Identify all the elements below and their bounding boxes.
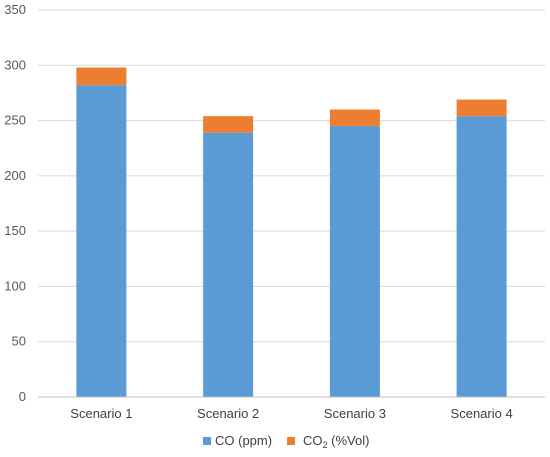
legend-label-co2-subscript: 2 (323, 440, 328, 450)
y-tick-label: 300 (4, 57, 26, 72)
legend-swatch-co2 (287, 437, 295, 445)
y-tick-label: 250 (4, 113, 26, 128)
x-category-label: Scenario 3 (324, 406, 386, 421)
bar-segment-co (456, 116, 507, 398)
legend-label-co2-base: CO (303, 433, 323, 448)
bar-segment-co (203, 132, 254, 397)
bar-segment-co2 (76, 67, 127, 86)
y-tick-label: 150 (4, 223, 26, 238)
legend-label-co2-suffix: (%Vol) (328, 433, 370, 448)
bar-segment-co2 (329, 109, 380, 127)
bar-segment-co (76, 85, 127, 397)
legend: CO (ppm) CO2 (%Vol) (203, 433, 369, 450)
legend-label-co2: CO2 (%Vol) (303, 433, 369, 450)
y-axis-ticks: 0 50 100 150 200 250 300 350 (4, 2, 26, 404)
bar-segment-co2 (203, 116, 254, 133)
y-tick-label: 350 (4, 2, 26, 17)
x-category-label: Scenario 1 (70, 406, 132, 421)
legend-label-co: CO (ppm) (215, 433, 272, 448)
x-axis-categories: Scenario 1 Scenario 2 Scenario 3 Scenario 4 (70, 406, 512, 421)
bar-segment-co2 (456, 99, 507, 117)
bars (76, 67, 507, 398)
y-tick-label: 0 (19, 389, 26, 404)
x-category-label: Scenario 4 (451, 406, 513, 421)
x-category-label: Scenario 2 (197, 406, 259, 421)
y-tick-label: 50 (12, 334, 26, 349)
y-tick-label: 100 (4, 278, 26, 293)
legend-swatch-co (203, 437, 211, 445)
bar-segment-co (329, 126, 380, 397)
y-tick-label: 200 (4, 168, 26, 183)
